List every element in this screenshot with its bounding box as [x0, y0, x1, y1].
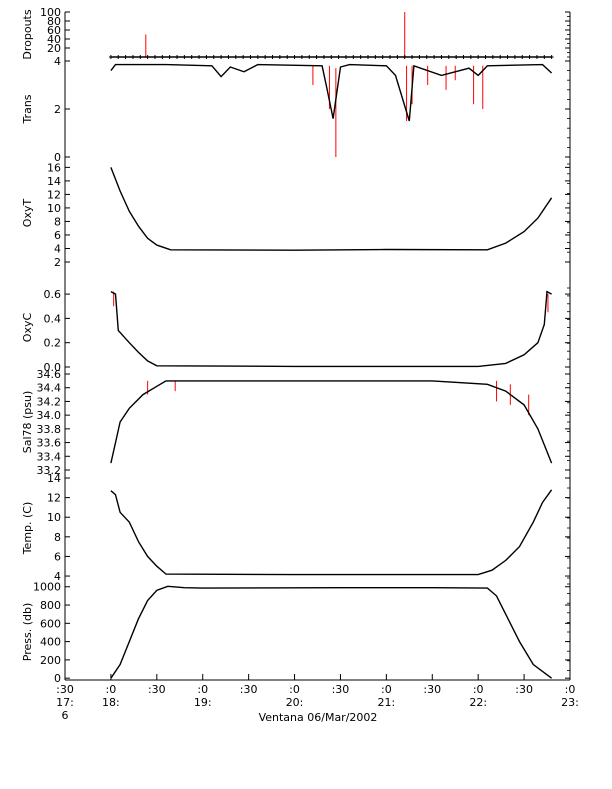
- panel-6: 0 200 400 600 800 1000 Press. (db): [21, 581, 570, 685]
- y-tick-label: 34.4: [37, 382, 62, 395]
- y-tick-label: 10: [47, 202, 61, 215]
- y-tick-label: 10: [47, 511, 61, 524]
- panel-3: 0.0 0.2 0.4 0.6 OxyC: [21, 287, 570, 374]
- y-tick-label: 0.6: [44, 288, 62, 301]
- y-axis-label: Temp. (C): [21, 502, 34, 556]
- y-tick-label: 14: [47, 175, 61, 188]
- y-tick-label: 34.2: [37, 395, 62, 408]
- time-axis: :3017:6:018::30:019::30:020::30:021::30:…: [56, 674, 579, 722]
- y-tick-label: 0: [54, 672, 61, 685]
- x-tick-label: :0: [106, 683, 117, 696]
- y-tick-label: 0: [54, 151, 61, 164]
- x-tick-label: :30: [240, 683, 258, 696]
- x-tick-label: :30: [515, 683, 533, 696]
- x-tick-label: 6: [62, 709, 69, 722]
- x-tick-label: 20:: [286, 696, 304, 709]
- y-tick-label: 33.4: [37, 450, 62, 463]
- y-tick-label: 12: [47, 492, 61, 505]
- y-tick-label: 80: [47, 15, 61, 28]
- x-tick-label: :0: [473, 683, 484, 696]
- panel-5: 4 6 8 10 12 14 Temp. (C): [21, 472, 570, 583]
- y-tick-label: 200: [40, 654, 61, 667]
- y-tick-label: 33.2: [37, 464, 62, 477]
- y-axis-label: OxyC: [21, 313, 34, 343]
- x-tick-label: 17:: [56, 696, 74, 709]
- y-axis-label: Press. (db): [21, 603, 34, 662]
- y-tick-label: 60: [47, 24, 61, 37]
- y-tick-label: 0.4: [44, 312, 62, 325]
- x-tick-label: :30: [423, 683, 441, 696]
- y-tick-label: 0.0: [44, 361, 62, 374]
- x-tick-label: :0: [197, 683, 208, 696]
- y-tick-label: 33.8: [37, 423, 62, 436]
- y-tick-label: 400: [40, 636, 61, 649]
- series-line: [110, 380, 553, 464]
- y-tick-label: 14: [47, 472, 61, 485]
- y-axis-label: Sal78 (psu): [21, 391, 34, 454]
- x-tick-label: :30: [332, 683, 350, 696]
- y-tick-label: 40: [47, 33, 61, 46]
- y-tick-label: 0.2: [44, 337, 62, 350]
- y-axis-label: OxyT: [21, 199, 34, 228]
- y-tick-label: 8: [54, 531, 61, 544]
- series-line: [110, 489, 553, 576]
- panel-stack: 20406080100Dropouts024Trans246810121416O…: [21, 6, 571, 685]
- y-tick-label: 800: [40, 599, 61, 612]
- series-line: [110, 585, 553, 679]
- y-tick-label: 34.6: [37, 368, 62, 381]
- x-tick-label: :30: [56, 683, 74, 696]
- y-tick-label: 100: [40, 6, 61, 19]
- y-tick-label: 6: [54, 550, 61, 563]
- y-tick-label: 12: [47, 188, 61, 201]
- series-line: [110, 167, 553, 251]
- x-tick-label: :0: [381, 683, 392, 696]
- y-axis-label: Trans: [21, 94, 34, 124]
- x-tick-label: :0: [289, 683, 300, 696]
- x-tick-label: 23:: [561, 696, 579, 709]
- x-tick-label: 19:: [194, 696, 212, 709]
- y-tick-label: 1000: [33, 581, 61, 594]
- y-tick-label: 4: [54, 55, 61, 68]
- y-tick-label: 16: [47, 161, 61, 174]
- y-tick-label: 4: [54, 242, 61, 255]
- series-line: [110, 63, 553, 122]
- y-tick-label: 33.6: [37, 437, 62, 450]
- y-tick-label: 2: [54, 256, 61, 269]
- y-tick-label: 34.0: [37, 409, 62, 422]
- x-tick-label: :0: [565, 683, 576, 696]
- panel-1: 0 2 4 Trans: [21, 55, 570, 164]
- y-tick-label: 600: [40, 617, 61, 630]
- y-tick-label: 8: [54, 215, 61, 228]
- x-tick-label: :30: [148, 683, 166, 696]
- x-tick-label: 18:: [102, 696, 120, 709]
- x-axis-label: Ventana 06/Mar/2002: [259, 711, 378, 724]
- y-tick-label: 6: [54, 229, 61, 242]
- series-line: [110, 290, 552, 368]
- y-axis-label: Dropouts: [21, 9, 34, 59]
- y-tick-label: 4: [54, 570, 61, 583]
- y-tick-label: 20: [47, 42, 61, 55]
- x-tick-label: 21:: [378, 696, 396, 709]
- y-tick-label: 2: [54, 103, 61, 116]
- x-tick-label: 22:: [469, 696, 487, 709]
